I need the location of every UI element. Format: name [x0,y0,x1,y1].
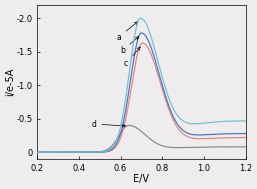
Text: d: d [91,120,125,129]
Text: c: c [124,47,140,68]
Text: a: a [116,22,137,42]
Y-axis label: i/e-5A: i/e-5A [5,68,15,96]
Text: b: b [120,37,139,55]
X-axis label: E/V: E/V [133,174,149,184]
